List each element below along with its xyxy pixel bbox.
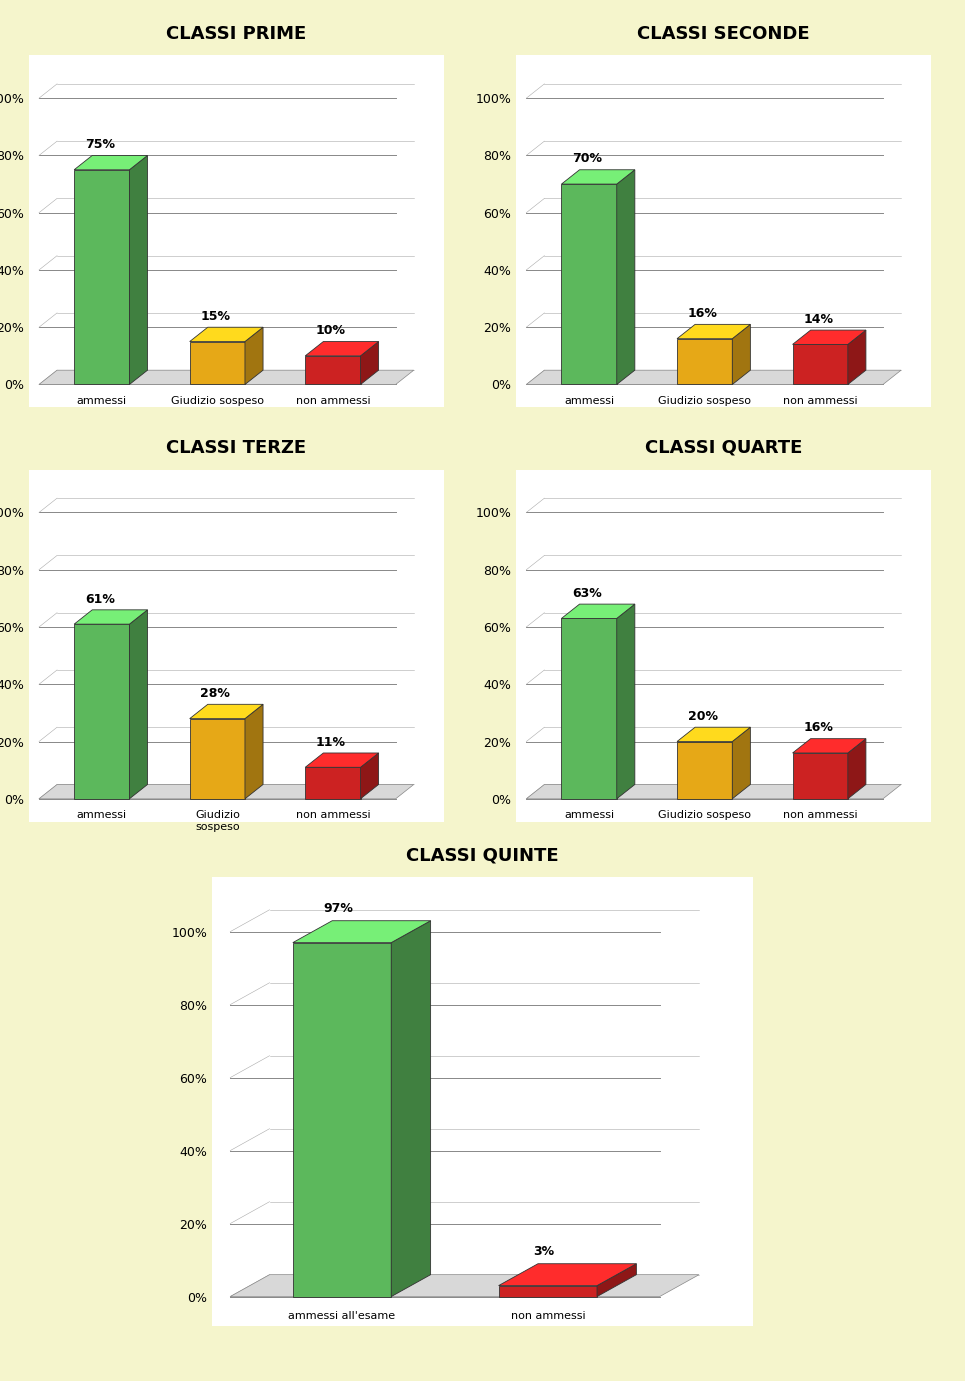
Polygon shape [792, 739, 866, 753]
Text: 75%: 75% [85, 138, 115, 151]
Polygon shape [74, 610, 148, 624]
Text: 97%: 97% [323, 902, 353, 916]
Polygon shape [190, 704, 263, 718]
Polygon shape [231, 1275, 699, 1297]
Text: 61%: 61% [85, 592, 115, 605]
Text: 28%: 28% [201, 686, 231, 700]
Text: Giudizio sospeso: Giudizio sospeso [658, 396, 751, 406]
Polygon shape [732, 728, 751, 798]
Text: 20%: 20% [688, 710, 718, 722]
Title: CLASSI SECONDE: CLASSI SECONDE [638, 25, 810, 43]
Title: CLASSI TERZE: CLASSI TERZE [166, 439, 307, 457]
Text: 11%: 11% [316, 736, 345, 749]
Polygon shape [597, 1264, 636, 1297]
Polygon shape [39, 784, 414, 798]
Text: 14%: 14% [803, 313, 833, 326]
Polygon shape [292, 921, 430, 943]
Polygon shape [792, 753, 848, 798]
Text: Giudizio sospeso: Giudizio sospeso [658, 811, 751, 820]
Text: non ammessi: non ammessi [295, 811, 371, 820]
Polygon shape [74, 624, 129, 798]
Title: CLASSI QUARTE: CLASSI QUARTE [645, 439, 803, 457]
Polygon shape [129, 610, 148, 798]
Polygon shape [361, 341, 378, 384]
Polygon shape [74, 156, 148, 170]
Text: 70%: 70% [572, 152, 602, 166]
Polygon shape [562, 184, 617, 384]
Text: ammessi: ammessi [565, 811, 614, 820]
Polygon shape [848, 739, 866, 798]
Polygon shape [617, 603, 635, 798]
Text: Giudizio sospeso: Giudizio sospeso [171, 396, 263, 406]
Polygon shape [677, 325, 751, 338]
Title: CLASSI QUINTE: CLASSI QUINTE [406, 847, 559, 865]
Text: 63%: 63% [572, 587, 602, 599]
Polygon shape [129, 156, 148, 384]
Polygon shape [792, 330, 866, 344]
Polygon shape [848, 330, 866, 384]
Polygon shape [305, 341, 378, 356]
Text: ammessi: ammessi [77, 396, 126, 406]
Text: 16%: 16% [803, 721, 833, 735]
Polygon shape [190, 718, 245, 798]
Polygon shape [526, 370, 901, 384]
Polygon shape [499, 1264, 636, 1286]
Polygon shape [245, 704, 263, 798]
Text: ammessi: ammessi [77, 811, 126, 820]
Polygon shape [499, 1286, 597, 1297]
Text: 15%: 15% [201, 309, 231, 323]
Polygon shape [74, 170, 129, 384]
Polygon shape [562, 603, 635, 619]
Polygon shape [305, 768, 361, 798]
Polygon shape [677, 338, 732, 384]
Text: 3%: 3% [534, 1246, 555, 1258]
Polygon shape [39, 370, 414, 384]
Polygon shape [292, 943, 391, 1297]
Polygon shape [190, 327, 263, 341]
Polygon shape [617, 170, 635, 384]
Polygon shape [562, 619, 617, 798]
Text: 10%: 10% [316, 325, 345, 337]
Text: ammessi all'esame: ammessi all'esame [289, 1311, 396, 1322]
Polygon shape [245, 327, 263, 384]
Polygon shape [677, 728, 751, 742]
Polygon shape [361, 753, 378, 798]
Text: ammessi: ammessi [565, 396, 614, 406]
Title: CLASSI PRIME: CLASSI PRIME [166, 25, 307, 43]
Polygon shape [305, 356, 361, 384]
Text: 16%: 16% [688, 307, 718, 320]
Text: non ammessi: non ammessi [783, 811, 858, 820]
Text: non ammessi: non ammessi [783, 396, 858, 406]
Text: Giudizio
sospeso: Giudizio sospeso [195, 811, 239, 831]
Polygon shape [190, 341, 245, 384]
Polygon shape [562, 170, 635, 184]
Text: non ammessi: non ammessi [295, 396, 371, 406]
Polygon shape [391, 921, 430, 1297]
Polygon shape [305, 753, 378, 768]
Text: non ammessi: non ammessi [510, 1311, 585, 1322]
Polygon shape [792, 344, 848, 384]
Polygon shape [526, 784, 901, 798]
Polygon shape [677, 742, 732, 798]
Polygon shape [732, 325, 751, 384]
